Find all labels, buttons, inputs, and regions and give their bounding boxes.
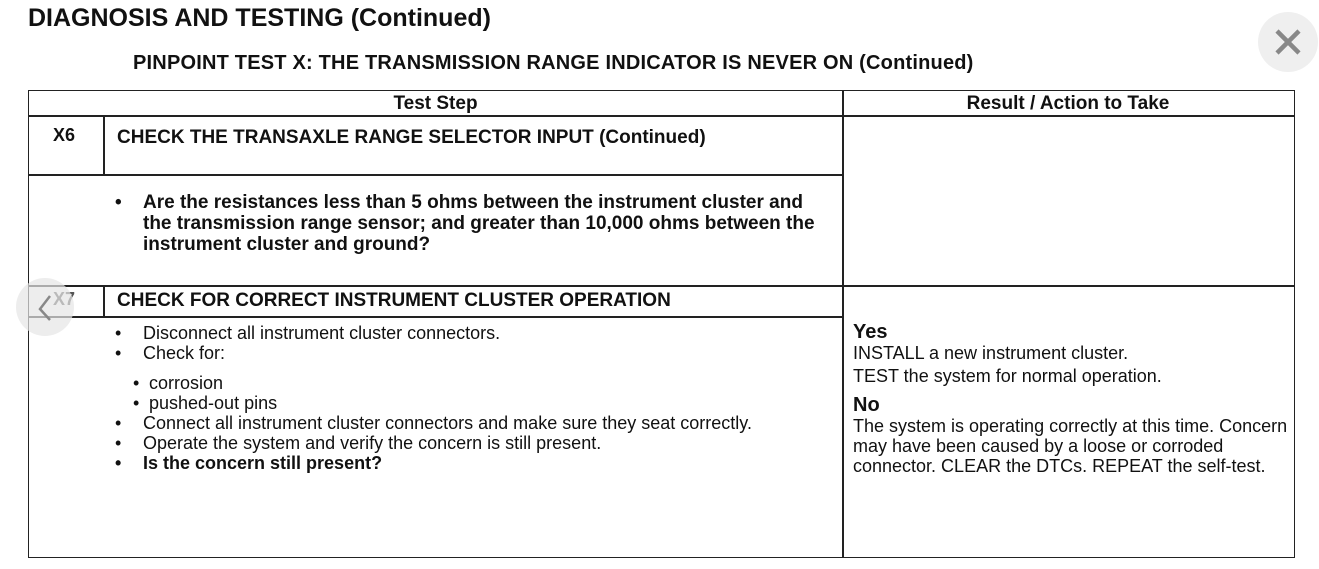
pinpoint-test-title: PINPOINT TEST X: THE TRANSMISSION RANGE … <box>133 52 974 74</box>
step-title: CHECK FOR CORRECT INSTRUMENT CLUSTER OPE… <box>117 290 671 311</box>
close-button[interactable] <box>1258 12 1318 72</box>
result-actions: Yes INSTALL a new instrument cluster. TE… <box>853 321 1293 476</box>
step-title: CHECK THE TRANSAXLE RANGE SELECTOR INPUT… <box>117 127 706 148</box>
result-yes-label: Yes <box>853 321 888 343</box>
step-id: X6 <box>53 125 76 145</box>
chevron-left-icon <box>38 295 51 321</box>
previous-button[interactable] <box>16 278 74 336</box>
page-title: DIAGNOSIS AND TESTING (Continued) <box>28 4 491 32</box>
step-question: Are the resistances less than 5 ohms bet… <box>109 192 829 255</box>
close-icon <box>1275 29 1301 55</box>
pinpoint-test-table: Test Step Result / Action to Take X6 CHE… <box>28 90 1295 558</box>
result-no-text: The system is operating correctly at thi… <box>853 416 1288 476</box>
result-no-label: No <box>853 394 880 416</box>
header-result: Result / Action to Take <box>966 93 1170 114</box>
step-instructions: Disconnect all instrument cluster connec… <box>109 323 809 473</box>
header-test-step: Test Step <box>393 93 478 114</box>
